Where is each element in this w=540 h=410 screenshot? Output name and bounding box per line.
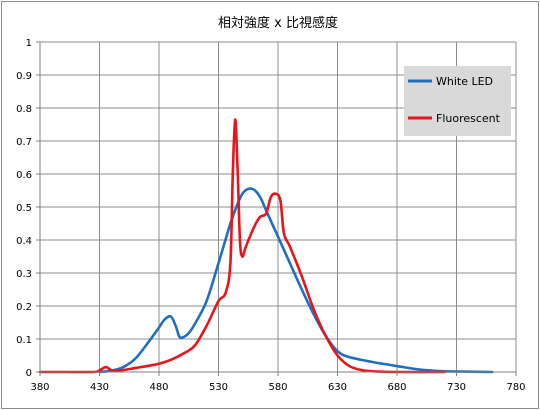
x-tick-label: 380: [30, 382, 49, 393]
series-line-white-led: [98, 187, 494, 374]
gridlines: [40, 41, 517, 372]
x-tick-label: 730: [447, 382, 466, 393]
legend-box: [404, 66, 511, 136]
x-tick-label: 630: [328, 382, 347, 393]
y-tick-label: 0.4: [16, 236, 32, 247]
y-tick-label: 1: [26, 38, 32, 49]
series-lines: [38, 118, 494, 374]
y-tick-label: 0.3: [16, 269, 32, 280]
y-tick-label: 0: [26, 368, 32, 379]
series-line-fluorescent: [38, 118, 446, 374]
x-tick-label: 480: [149, 382, 168, 393]
legend-label-white-led: White LED: [436, 75, 493, 88]
y-tick-label: 0.9: [16, 71, 32, 82]
x-tick-label: 680: [387, 382, 406, 393]
y-tick-label: 0.1: [16, 335, 32, 346]
legend: White LED Fluorescent: [404, 66, 511, 136]
axes: [36, 41, 517, 376]
legend-label-fluorescent: Fluorescent: [436, 112, 501, 125]
chart-title: 相対強度 x 比視感度: [218, 15, 338, 31]
y-tick-label: 0.7: [16, 137, 32, 148]
x-tick-label: 430: [90, 382, 109, 393]
y-tick-label: 0.8: [16, 104, 32, 115]
y-tick-label: 0.2: [16, 302, 32, 313]
x-tick-label: 530: [209, 382, 228, 393]
x-tick-label: 780: [506, 382, 525, 393]
y-tick-label: 0.5: [16, 203, 32, 214]
tick-labels: 0 0.1 0.2 0.3 0.4 0.5 0.6 0.7 0.8 0.9 1 380 430 480 53…: [16, 38, 525, 393]
x-tick-label: 580: [268, 382, 287, 393]
y-tick-label: 0.6: [16, 170, 32, 181]
